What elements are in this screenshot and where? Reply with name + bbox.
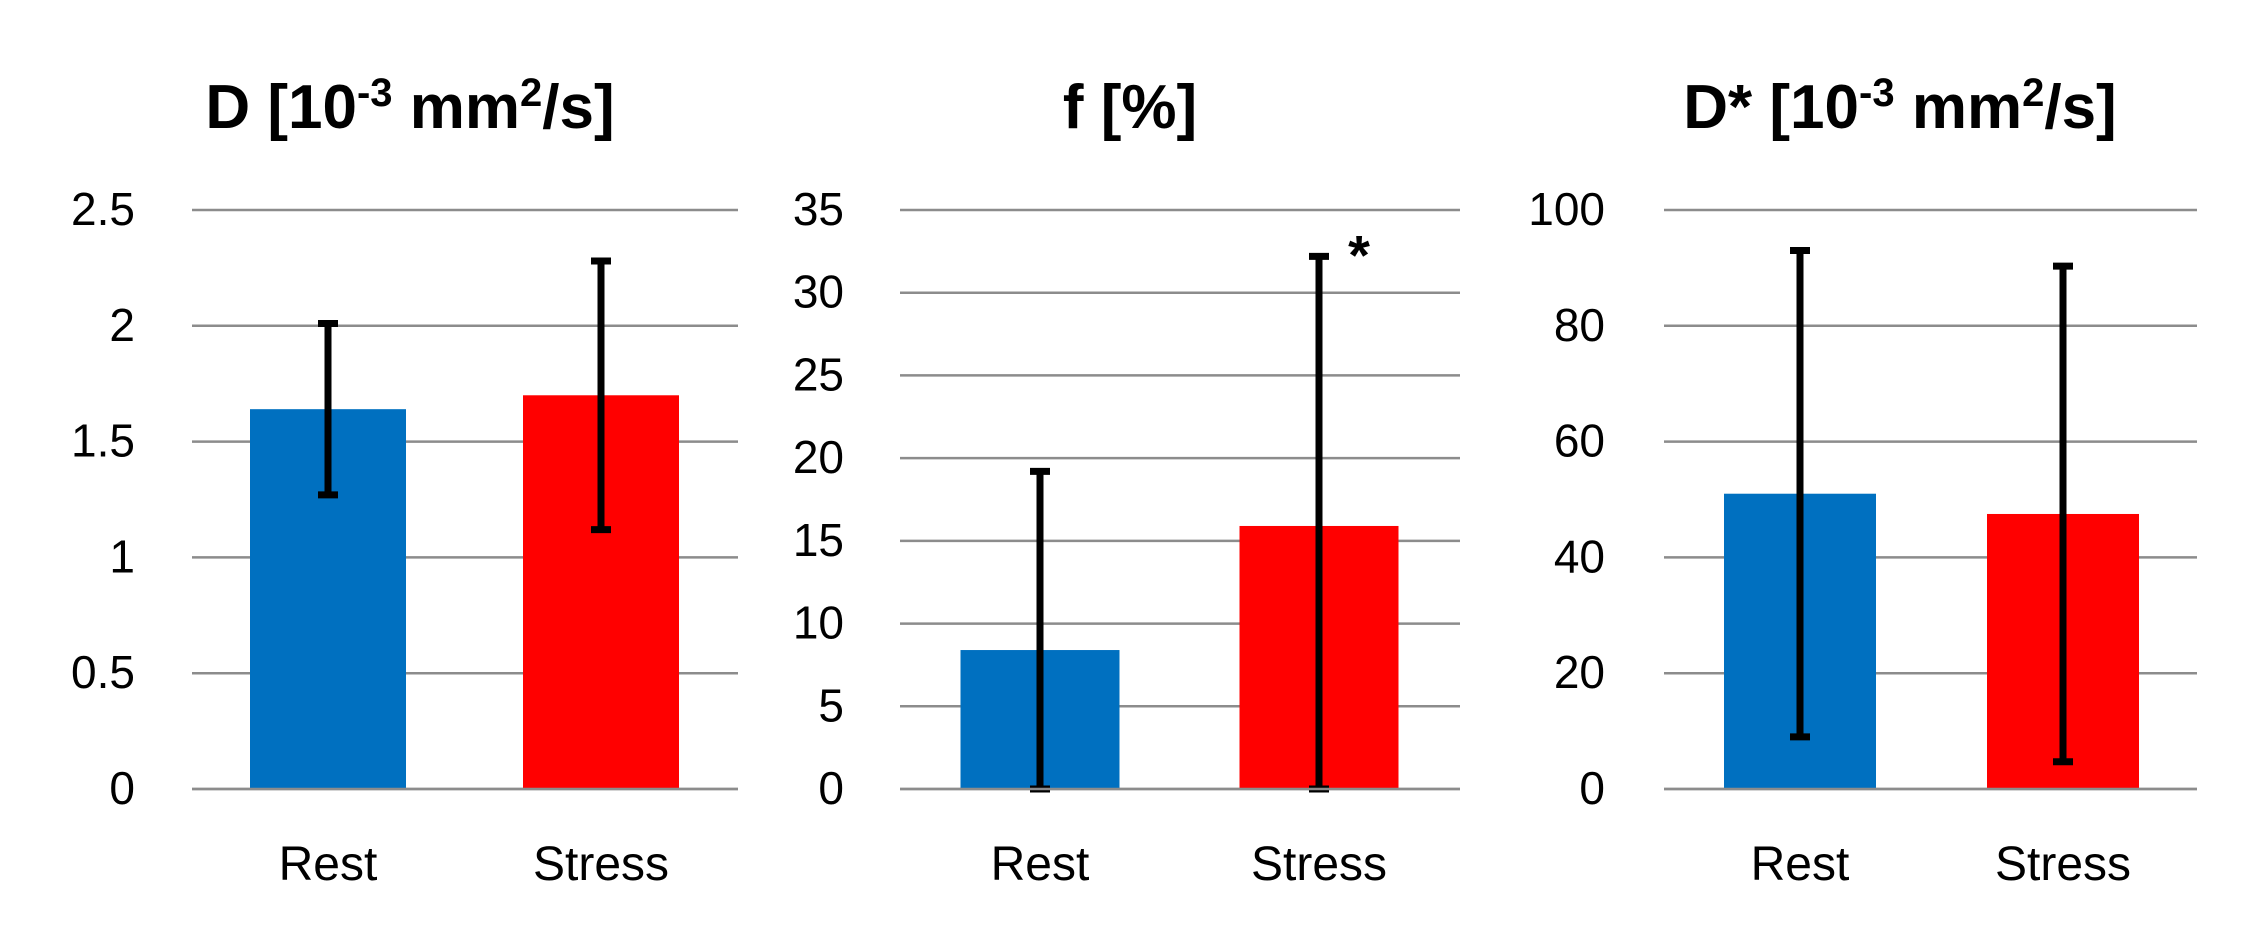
chart-panel-1: D [10-3 mm2/s] 0 0.5 1 1.5 2 2.5 Rest Stress <box>71 71 738 891</box>
y-tick-label: 5 <box>818 679 844 731</box>
y-tick-label: 15 <box>793 514 844 566</box>
y-tick-label: 30 <box>793 266 844 318</box>
significance-annotation: * <box>1348 223 1370 286</box>
chart-panel-3: D* [10-3 mm2/s] 0 20 40 60 80 100 Rest Stress <box>1528 71 2197 891</box>
y-tick-label: 0 <box>1579 762 1605 814</box>
y-tick-label: 35 <box>793 183 844 235</box>
x-tick-label: Rest <box>1751 838 1850 891</box>
x-tick-label: Rest <box>279 838 378 891</box>
y-tick-label: 2.5 <box>71 183 135 235</box>
y-tick-label: 0 <box>109 762 135 814</box>
x-tick-label: Rest <box>991 838 1090 891</box>
x-tick-label: Stress <box>533 838 669 891</box>
chart-title: f [%] <box>1063 73 1197 142</box>
chart-panel-2: f [%] 0 5 10 15 20 25 30 35 Rest Stress * <box>793 73 1460 891</box>
y-tick-label: 0 <box>818 762 844 814</box>
chart-title: D [10-3 mm2/s] <box>205 71 614 142</box>
x-tick-label: Stress <box>1251 838 1387 891</box>
y-tick-label: 1.5 <box>71 415 135 467</box>
y-tick-label: 80 <box>1554 299 1605 351</box>
y-tick-label: 2 <box>109 299 135 351</box>
y-tick-label: 100 <box>1528 183 1605 235</box>
y-tick-label: 10 <box>793 597 844 649</box>
chart-title: D* [10-3 mm2/s] <box>1683 71 2116 142</box>
y-tick-label: 60 <box>1554 415 1605 467</box>
x-tick-label: Stress <box>1995 838 2131 891</box>
y-tick-label: 0.5 <box>71 646 135 698</box>
y-tick-label: 1 <box>109 530 135 582</box>
y-tick-label: 20 <box>1554 646 1605 698</box>
y-tick-label: 25 <box>793 348 844 400</box>
y-tick-label: 40 <box>1554 530 1605 582</box>
y-tick-label: 20 <box>793 431 844 483</box>
